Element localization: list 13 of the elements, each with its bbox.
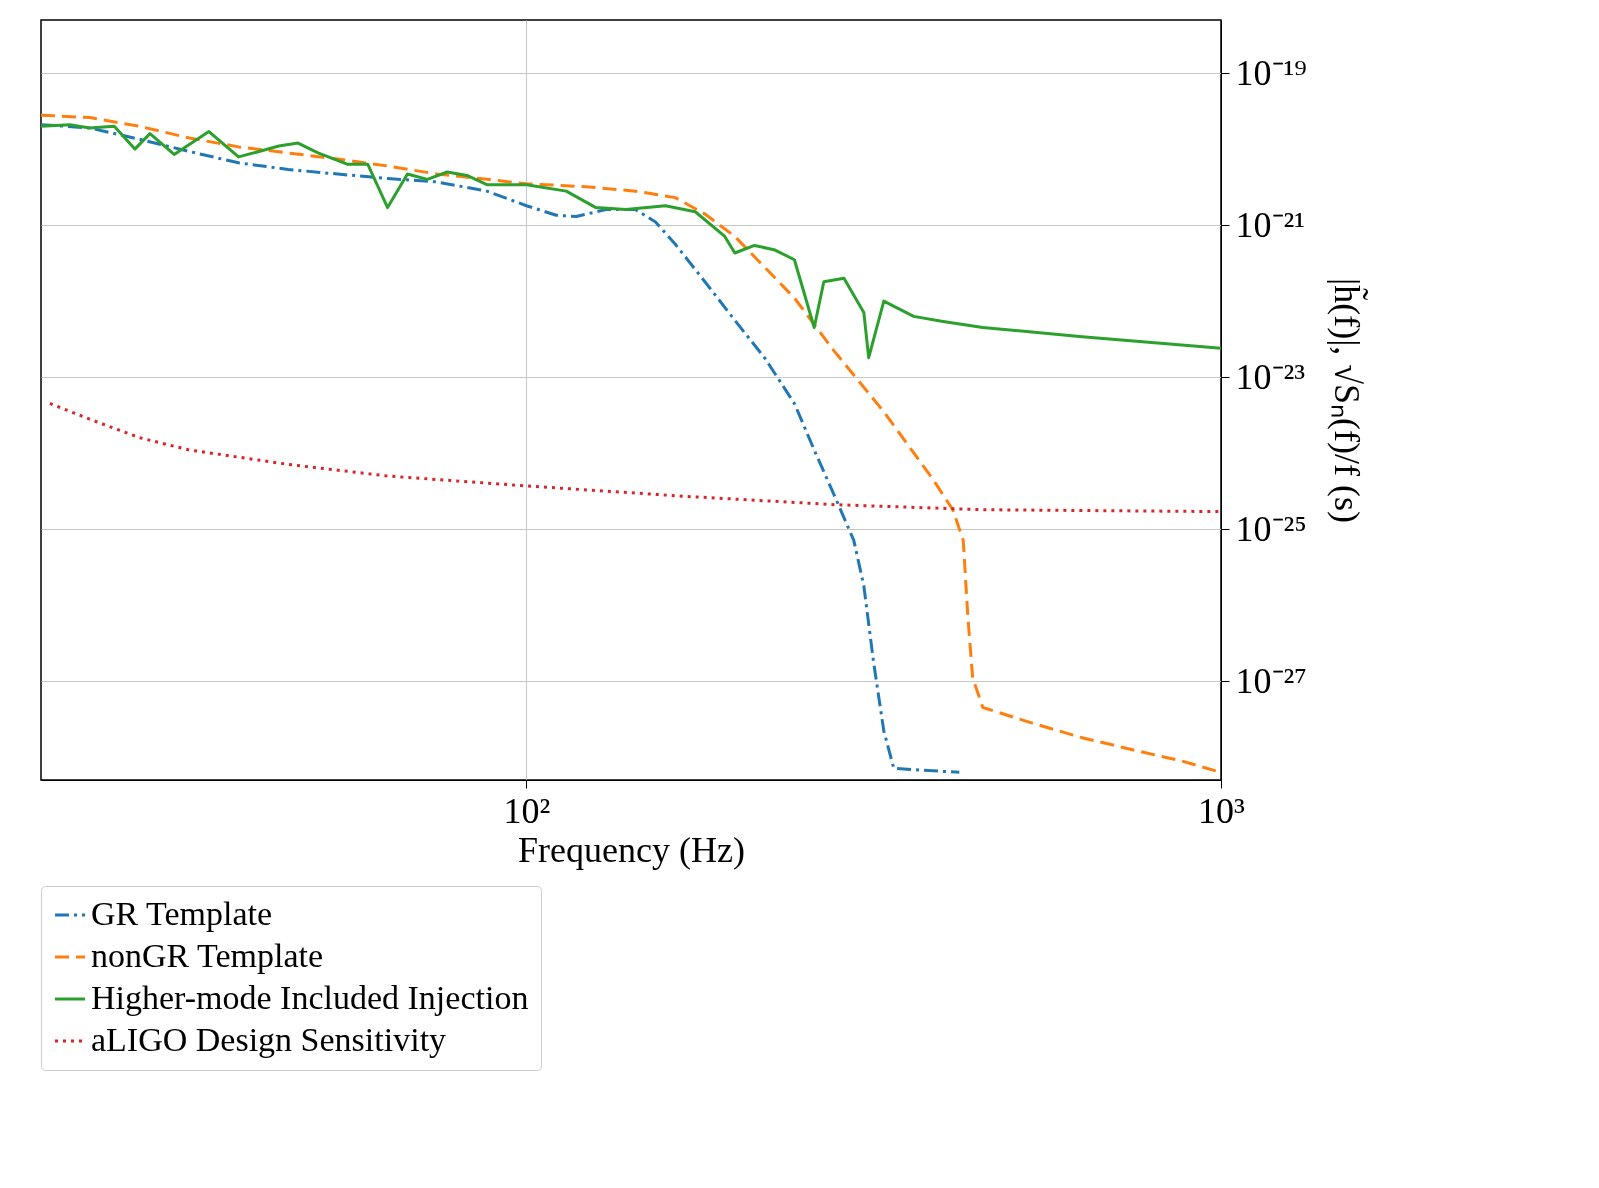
legend-label: Higher-mode Included Injection — [91, 979, 529, 1016]
legend-label: GR Template — [91, 895, 273, 932]
x-tick-label: 10³ — [1198, 790, 1246, 831]
y-tick-label: 10⁻²³ — [1235, 356, 1306, 397]
x-axis-title: Frequency (Hz) — [518, 829, 745, 870]
y-tick-label: 10⁻²⁵ — [1235, 508, 1307, 549]
x-tick-label: 10² — [503, 790, 551, 831]
y-tick-label: 10⁻²¹ — [1235, 204, 1306, 245]
legend-label: nonGR Template — [91, 937, 324, 974]
legend-label: aLIGO Design Sensitivity — [91, 1021, 447, 1058]
y-tick-label: 10⁻¹⁹ — [1235, 52, 1307, 93]
y-tick-label: 10⁻²⁷ — [1235, 660, 1307, 701]
y-axis-title: |h̃(f)|, √Sₙ(f)/f (s) — [1326, 277, 1369, 524]
